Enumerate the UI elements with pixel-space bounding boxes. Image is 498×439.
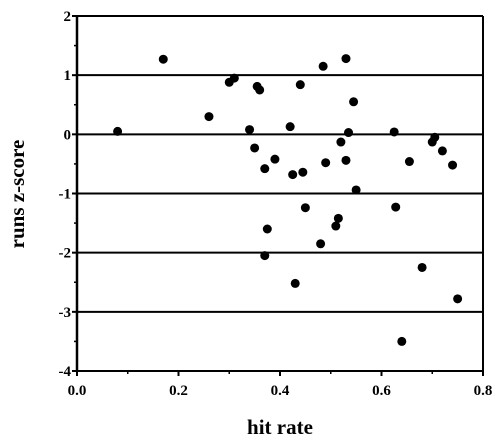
data-point <box>113 126 123 136</box>
data-point <box>430 132 440 142</box>
data-point <box>336 137 346 147</box>
data-point <box>389 127 399 137</box>
data-point <box>404 157 414 167</box>
gridlines <box>77 15 483 372</box>
data-point <box>290 278 300 288</box>
y-tick-label: -4 <box>59 364 72 380</box>
data-point <box>285 122 295 132</box>
data-point <box>453 294 463 304</box>
data-point <box>260 164 270 174</box>
y-tick-label: -1 <box>59 187 72 203</box>
x-tick-label: 0.0 <box>68 383 87 399</box>
x-tick-label: 0.6 <box>372 383 391 399</box>
data-point <box>344 128 354 138</box>
tick-labels: 2 1 0 -1 -2 -3 -4 0.0 0.2 0.4 0.6 0.8 <box>59 9 493 399</box>
data-point <box>331 221 341 231</box>
y-tick-label: -3 <box>59 305 72 321</box>
data-point <box>397 336 407 346</box>
data-point <box>341 155 351 165</box>
data-points <box>113 54 463 346</box>
data-point <box>316 239 326 249</box>
data-point <box>204 112 214 122</box>
data-point <box>250 143 260 153</box>
y-tick-label: -2 <box>59 246 72 262</box>
y-tick-label: 2 <box>64 9 72 25</box>
data-point <box>262 224 272 234</box>
data-point <box>351 185 361 195</box>
x-tick-label: 0.4 <box>271 383 290 399</box>
data-point <box>260 251 270 261</box>
data-point <box>391 202 401 212</box>
data-point <box>295 80 305 90</box>
data-point <box>437 146 447 156</box>
data-point <box>229 73 239 83</box>
data-point <box>255 85 265 95</box>
data-point <box>341 54 351 64</box>
data-point <box>270 154 280 164</box>
y-tick-label: 1 <box>64 68 72 84</box>
x-axis-title: hit rate <box>247 415 313 439</box>
x-tick-label: 0.2 <box>169 383 188 399</box>
data-point <box>318 61 328 71</box>
data-point <box>245 125 255 135</box>
data-point <box>333 213 343 223</box>
data-point <box>417 262 427 272</box>
y-tick-label: 0 <box>64 127 72 143</box>
data-point <box>448 160 458 170</box>
data-point <box>158 54 168 64</box>
ticks <box>72 15 484 376</box>
y-axis-title: runs z-score <box>5 140 29 249</box>
data-point <box>298 167 308 177</box>
data-point <box>321 158 331 168</box>
data-point <box>349 97 359 107</box>
data-point <box>288 170 298 180</box>
data-point <box>300 203 310 213</box>
x-tick-label: 0.8 <box>474 383 493 399</box>
